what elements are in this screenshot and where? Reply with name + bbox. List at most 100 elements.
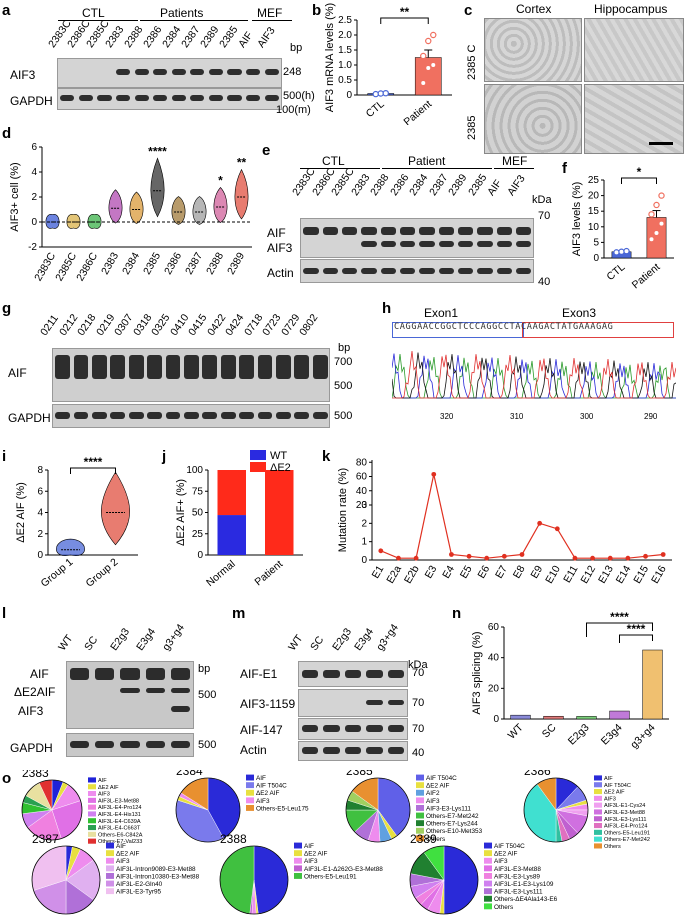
row-actin-label: Actin [240, 743, 267, 757]
data-point [658, 192, 665, 199]
lane-label-1: SC [82, 634, 101, 653]
legend-swatch [294, 842, 302, 849]
x-tick-label: E2g3 [566, 722, 592, 748]
micrograph-hippocampus-patient [584, 84, 684, 154]
data-point [653, 201, 660, 209]
panel-letter-b: b [312, 2, 322, 19]
band-aif3-8 [457, 241, 474, 247]
band-gapdh-7 [190, 95, 205, 101]
lane-label-6: 0325 [149, 311, 173, 338]
band-gapdh-3 [110, 412, 126, 419]
data-point [431, 471, 437, 477]
legend-swatch [246, 782, 254, 789]
pie-outline [175, 777, 241, 843]
lane-label-5: 2386 [387, 171, 411, 198]
x-tick-label: g3+g4 [628, 722, 657, 751]
pie-title: 2385 [346, 770, 373, 778]
legend-swatch [88, 831, 96, 837]
marker-40: 40 [538, 276, 551, 288]
blot-aif-e1 [298, 661, 408, 687]
band-aif3-8 [208, 69, 223, 75]
band-gapdh-9 [220, 412, 236, 419]
data-point [537, 520, 543, 526]
band-aif-2 [92, 355, 107, 379]
band-aif-10 [239, 355, 254, 379]
sig-label: * [218, 174, 223, 188]
band-aif-e1-1 [323, 670, 340, 678]
legend-swatch [106, 873, 114, 879]
marker-70-b: 70 [412, 697, 425, 709]
data-point [372, 90, 379, 98]
legend-label: Others-E7-Lys244 [426, 821, 478, 828]
violin-2383C [45, 214, 60, 229]
violin-2383 [108, 189, 123, 224]
x-tick-label: E3 [423, 563, 440, 580]
legend-label: Others-E7-Met242 [604, 837, 650, 843]
band-aif-10 [496, 227, 513, 235]
y-tick-label: 4 [31, 167, 37, 178]
band-aif-e1-4 [387, 670, 405, 678]
x-tick-label: 2384 [120, 250, 142, 276]
legend-label: AIF [604, 776, 613, 782]
row-aif3-label: AIF3 [18, 704, 44, 718]
band-gapdh-3 [115, 95, 131, 101]
band-aif-147-2 [344, 725, 362, 732]
x-tick-label: E14 [614, 563, 634, 585]
x-tick-label: 2383 [99, 250, 121, 276]
data-point [425, 64, 432, 72]
panel-letter-f: f [562, 160, 567, 177]
legend-swatch [106, 888, 114, 895]
row-aif-e1-label: AIF-E1 [240, 667, 278, 681]
panel-letter-e: e [262, 142, 271, 159]
legend-swatch [416, 835, 424, 842]
violin-2384 [129, 191, 144, 224]
band-gapdh-13 [294, 412, 310, 419]
legend-label: Others [426, 836, 445, 843]
y-tick-label: 0 [197, 550, 203, 561]
band-actin-0 [303, 268, 319, 274]
y-tick-label: 2 [361, 518, 367, 529]
legend-label: WT [270, 450, 287, 462]
data-point [648, 236, 655, 243]
y-tick-label: 0 [31, 217, 37, 228]
band-actin-3 [361, 268, 377, 274]
y-tick-label: 1 [361, 537, 367, 548]
marker-500: 500 [198, 689, 217, 701]
legend-swatch [416, 805, 424, 811]
hippocampus-label: Hippocampus [594, 2, 668, 16]
x-tick-label: E8 [511, 563, 528, 580]
legend-swatch [246, 789, 254, 796]
lane-label-5: 0318 [130, 311, 154, 338]
y-tick-label: 60 [488, 622, 500, 633]
data-point [572, 555, 578, 561]
band-gapdh-10 [246, 95, 261, 101]
band-actin-1 [322, 268, 339, 274]
legend-swatch [416, 797, 424, 804]
legend-swatch [594, 789, 602, 795]
legend-swatch [88, 811, 96, 817]
legend-label: AIF3L-E3-Met88 [98, 798, 139, 804]
row-aif-label: AIF [267, 226, 286, 240]
legend-swatch [88, 777, 96, 783]
x-tick-label: E13 [596, 563, 616, 585]
band-aif3-6 [419, 241, 435, 247]
band-aif-0 [303, 227, 319, 235]
band-aif3-7 [190, 69, 205, 75]
sig-label: **** [84, 455, 103, 469]
y-axis-label: AIF3 splicing (%) [471, 631, 483, 714]
legend-swatch [484, 873, 492, 879]
y-tick-label: 2 [37, 529, 43, 540]
legend-swatch [106, 857, 114, 864]
legend-swatch [484, 895, 492, 902]
legend-label: AIF3 [256, 798, 270, 805]
legend-label: AIF3 [604, 796, 616, 802]
lane-label-10: 0424 [223, 311, 247, 338]
lane-label-0: WT [286, 632, 306, 653]
legend-swatch [484, 842, 492, 849]
band-aif3-6 [171, 69, 186, 75]
marker-70-a: 70 [412, 667, 425, 679]
y-tick-label: -2 [28, 242, 37, 253]
x-tick-label: E16 [649, 563, 669, 585]
band-gapdh-8 [202, 412, 218, 419]
